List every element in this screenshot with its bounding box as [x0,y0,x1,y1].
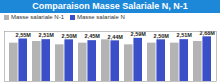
html-text:Masse salariale N-1: Masse salariale N-1 [11,14,64,20]
svg-text:2,51M: 2,51M [39,32,55,38]
html-text:Masse salariale N: Masse salariale N [77,14,125,20]
svg-text:2,51M: 2,51M [177,32,193,38]
svg-text:2,50M: 2,50M [62,33,78,39]
html-text:Comparaison Masse Salariale N,: Comparaison Masse Salariale N, N-1 [32,1,188,11]
svg-text:2,68M: 2,68M [200,30,216,36]
svg-text:2,59M: 2,59M [131,31,147,37]
svg-text:2,44M: 2,44M [108,34,124,40]
svg-text:2,50M: 2,50M [154,33,170,39]
svg-text:2,55M: 2,55M [16,32,32,38]
svg-text:2,45M: 2,45M [85,33,101,39]
